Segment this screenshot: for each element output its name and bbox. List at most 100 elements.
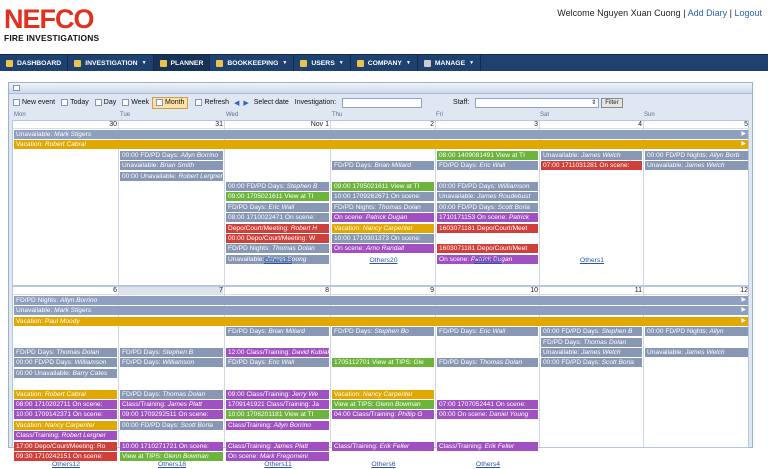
calendar-event[interactable]: 09:00 1705021611 View at TI <box>226 192 329 202</box>
date-cell[interactable]: 12 <box>740 287 748 294</box>
date-cell[interactable]: 8 <box>325 287 329 294</box>
more-events-link[interactable]: Others1 <box>579 257 605 265</box>
calendar-event[interactable]: 09:00 Class/Training: Jerry We <box>226 389 329 399</box>
event-bar[interactable]: Unavailable: Mark Stigers ▶ <box>14 306 748 316</box>
calendar-event[interactable]: 10:00 1710301373 On scene: <box>332 234 434 243</box>
event-bar[interactable]: Vacation: Robert Cabral ▶ <box>14 140 748 150</box>
calendar-event[interactable]: FD/PD Days: Brian Millard <box>226 327 329 337</box>
filter-button[interactable]: Filter <box>601 97 623 108</box>
date-cell[interactable]: 5 <box>744 121 748 128</box>
calendar-event[interactable]: On scene: Mark Fregomeni <box>226 452 329 461</box>
calendar-event[interactable]: On scene: Patrick Dugan <box>332 213 434 223</box>
calendar-event[interactable]: 08:00 1710022471 On scene: <box>226 213 329 223</box>
nav-company[interactable]: COMPANY ▼ <box>351 55 418 71</box>
calendar-event[interactable]: 10:00 1709142371 On scene: <box>14 410 117 420</box>
calendar-event[interactable]: 1710171153 On scene: Patrick <box>437 213 538 223</box>
calendar-event[interactable]: Class/Training: Erik Feller <box>437 441 538 451</box>
calendar-event[interactable]: 1603071181 Depo/Court/Meet <box>437 223 538 233</box>
calendar-event[interactable]: 00:00 FD/PD Days: Scott Borla <box>120 420 223 430</box>
date-cell[interactable]: 10 <box>530 287 538 294</box>
calendar-event[interactable]: Vacation: Nancy Carpenter <box>332 389 434 399</box>
calendar-event[interactable]: FD/PD Days: Stephen Bo <box>332 327 434 337</box>
add-diary-link[interactable]: Add Diary <box>687 8 728 18</box>
investigation-input[interactable] <box>342 97 423 108</box>
calendar-event[interactable]: FD/PD Days: Thomas Dolan <box>541 337 642 347</box>
calendar-event[interactable]: 00:00 Unavailable: Barry Cates <box>14 368 117 378</box>
refresh-button[interactable]: Refresh <box>192 97 232 109</box>
calendar-event[interactable]: 12:00 Class/Training: David Kubiak <box>226 348 329 357</box>
nefco-logo[interactable]: NEFCO FIRE INVESTIGATIONS <box>4 6 144 46</box>
calendar-event[interactable]: Class/Training: James Platt <box>226 441 329 451</box>
calendar-event[interactable]: 1603071181 Depo/Court/Meet <box>437 244 538 254</box>
calendar-event[interactable]: View at TIPS: Glenn Bowman <box>120 452 223 461</box>
calendar-event[interactable]: 00:00 FD/PD Days: Scott Borla <box>437 202 538 212</box>
staff-select[interactable]: ⇕ <box>475 97 600 108</box>
calendar-event[interactable]: FD/PD Days: Eric Wall <box>437 327 538 337</box>
more-events-link[interactable]: Others23 <box>474 257 502 265</box>
logout-link[interactable]: Logout <box>734 8 762 18</box>
date-cell[interactable]: 3 <box>534 121 538 128</box>
calendar-event[interactable]: FD/PD Days: Williamson <box>120 358 223 368</box>
more-events-link[interactable]: Others18 <box>158 461 186 469</box>
calendar-event[interactable]: 04:00 Class/Training: Phillip G <box>332 410 434 420</box>
event-bar[interactable]: Vacation: Paul Moody ▶ <box>14 316 748 326</box>
event-bar[interactable]: Unavailable: Mark Stigers ▶ <box>14 130 748 139</box>
select-date-button[interactable]: Select date <box>251 97 292 109</box>
calendar-event[interactable]: Vacation: Nancy Carpenter <box>332 223 434 233</box>
more-events-link[interactable]: Others20 <box>369 257 398 265</box>
calendar-event[interactable]: FD/PD Days: Stephen B <box>120 348 223 357</box>
calendar-event[interactable]: 10:00 1709262671 On scene: <box>332 192 434 202</box>
date-cell[interactable]: 9 <box>430 287 434 294</box>
calendar-event[interactable]: Vacation: Robert Cabral <box>14 389 117 399</box>
calendar-event[interactable]: FD/PD Days: Thomas Dolan <box>437 358 538 368</box>
calendar-event[interactable]: 00:00 On scene: Daniel Young <box>437 410 538 420</box>
calendar-event[interactable]: 00:00 FD/PD Nights: Allyn Borb <box>645 150 748 160</box>
nav-users[interactable]: USERS ▼ <box>294 55 351 71</box>
calendar-event[interactable]: 09:00 1705021611 View at TI <box>332 182 434 191</box>
calendar-event[interactable]: Unavailable: James Welch <box>541 150 642 160</box>
calendar-event[interactable]: 1705112701 View at TIPS: Gle <box>332 358 434 368</box>
calendar-event[interactable]: 1709141921 Class/Training: Ja <box>226 400 329 409</box>
more-events-link[interactable]: Others12 <box>52 461 80 469</box>
more-events-link[interactable]: Others11 <box>264 461 292 469</box>
calendar-event[interactable]: 00:00 FD/PD Days: Williamson <box>14 358 117 368</box>
calendar-event[interactable]: Unavailable: Brian Smith <box>120 161 223 171</box>
calendar-event[interactable]: 10:00 1706201181 View at TI <box>226 410 329 420</box>
date-cell[interactable]: Nov 1 <box>310 121 329 128</box>
calendar-event[interactable]: Class/Training: Robert Lergner <box>14 431 117 441</box>
calendar-event[interactable]: FD/PD Days: Thomas Dolan <box>120 389 223 399</box>
today-button[interactable]: Today <box>58 97 92 109</box>
calendar-event[interactable]: 00:00 Depo/Court/Meeting: W <box>226 234 329 243</box>
week-view-button[interactable]: Week <box>119 97 152 109</box>
prev-arrow-icon[interactable]: ◀ <box>233 99 240 107</box>
month-view-button[interactable]: Month <box>152 96 189 109</box>
calendar-event[interactable]: FD/PD Days: Eric Wall <box>437 161 538 171</box>
calendar-event[interactable]: 07:00 1711031281 On scene: <box>541 161 642 171</box>
event-bar[interactable]: FD/PD Nights: Allyn Borrino ▶ <box>14 296 748 305</box>
calendar-event[interactable]: On scene: Patrick Dugan <box>437 254 538 264</box>
nav-investigation[interactable]: INVESTIGATION ▼ <box>68 55 154 71</box>
calendar-event[interactable]: FD/PD Days: Eric Wall <box>226 358 329 368</box>
calendar-event[interactable]: Depo/Court/Meeting: Robert H <box>226 223 329 233</box>
calendar-event[interactable]: Vacation: Nancy Carpenter <box>14 420 117 430</box>
more-events-link[interactable]: Others6 <box>371 461 396 469</box>
calendar-event[interactable]: 00:00 FD/PD Nights: Allyn <box>645 327 748 337</box>
calendar-event[interactable]: 08:00 1409081491 View at TI <box>437 150 538 160</box>
next-arrow-icon[interactable]: ▶ <box>243 99 249 107</box>
calendar-event[interactable]: Unavailable: James Welch <box>645 348 748 357</box>
calendar-event[interactable]: FD/PD Nights: Thomas Dolan <box>332 202 434 212</box>
date-cell[interactable]: 31 <box>215 121 223 128</box>
date-cell[interactable]: 2 <box>430 121 434 128</box>
calendar-event[interactable]: 07:00 1707052441 On scene: <box>437 400 538 409</box>
calendar-event[interactable]: 00:00 FD/PD Days: Allyn Borrino <box>120 150 223 160</box>
nav-bookkeeping[interactable]: BOOKKEEPING ▼ <box>210 55 295 71</box>
calendar-event[interactable]: Class/Training: Allyn Borrino <box>226 420 329 430</box>
new-event-button[interactable]: New event <box>10 97 58 109</box>
date-cell[interactable]: 30 <box>109 121 117 128</box>
calendar-event[interactable]: 09:00 1709292511 On scene: <box>120 410 223 420</box>
calendar-event[interactable]: View at TIPS: Glenn Bowman <box>332 400 434 409</box>
nav-planner[interactable]: PLANNER <box>153 55 211 71</box>
collapse-toggle[interactable] <box>13 85 20 91</box>
calendar-event[interactable]: 17:00 Depo/Court/Meeting: Ro <box>14 441 117 451</box>
nav-dashboard[interactable]: DASHBOARD <box>0 55 69 71</box>
